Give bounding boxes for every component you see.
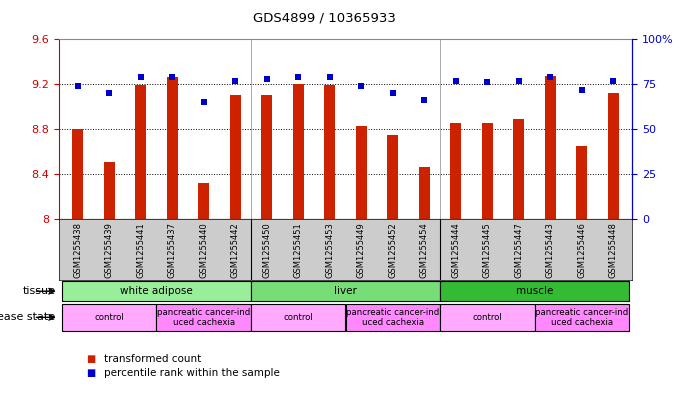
Text: GSM1255446: GSM1255446 <box>578 222 587 278</box>
Point <box>261 76 272 82</box>
Text: transformed count: transformed count <box>104 354 201 364</box>
Text: GSM1255447: GSM1255447 <box>514 222 523 278</box>
Text: GSM1255445: GSM1255445 <box>483 222 492 278</box>
Bar <box>293 84 304 219</box>
Point <box>198 99 209 105</box>
Point <box>513 77 524 84</box>
Text: muscle: muscle <box>516 286 553 296</box>
Text: GSM1255453: GSM1255453 <box>325 222 334 278</box>
Bar <box>535 304 629 331</box>
Bar <box>198 183 209 219</box>
Bar <box>135 85 146 219</box>
Bar <box>261 95 272 219</box>
Bar <box>608 93 619 219</box>
Text: ■: ■ <box>86 354 95 364</box>
Point <box>482 79 493 86</box>
Text: GSM1255441: GSM1255441 <box>136 222 145 278</box>
Text: GSM1255437: GSM1255437 <box>168 222 177 278</box>
Point <box>387 90 398 96</box>
Text: GSM1255438: GSM1255438 <box>73 222 82 278</box>
Bar <box>251 304 346 331</box>
Point <box>104 90 115 96</box>
Bar <box>167 77 178 219</box>
Text: GDS4899 / 10365933: GDS4899 / 10365933 <box>254 12 396 25</box>
Point <box>576 86 587 93</box>
Point <box>451 77 462 84</box>
Text: GSM1255454: GSM1255454 <box>419 222 429 278</box>
Text: tissue: tissue <box>22 286 55 296</box>
Text: liver: liver <box>334 286 357 296</box>
Bar <box>356 126 367 219</box>
Text: control: control <box>94 313 124 322</box>
Text: GSM1255440: GSM1255440 <box>199 222 208 278</box>
Bar <box>62 304 156 331</box>
Point <box>545 74 556 80</box>
Point <box>356 83 367 89</box>
Point <box>608 77 619 84</box>
Point <box>135 74 146 80</box>
Bar <box>576 146 587 219</box>
Text: pancreatic cancer-ind
uced cachexia: pancreatic cancer-ind uced cachexia <box>536 308 629 327</box>
Bar <box>62 281 251 301</box>
Text: GSM1255442: GSM1255442 <box>231 222 240 278</box>
Point <box>324 74 335 80</box>
Text: GSM1255450: GSM1255450 <box>262 222 272 278</box>
Text: GSM1255443: GSM1255443 <box>546 222 555 278</box>
Point <box>229 77 240 84</box>
Text: percentile rank within the sample: percentile rank within the sample <box>104 368 280 378</box>
Text: ■: ■ <box>86 368 95 378</box>
Bar <box>72 129 83 219</box>
Bar <box>451 123 462 219</box>
Point <box>167 74 178 80</box>
Bar <box>387 135 398 219</box>
Text: GSM1255451: GSM1255451 <box>294 222 303 278</box>
Bar <box>346 304 440 331</box>
Point <box>72 83 83 89</box>
Text: control: control <box>473 313 502 322</box>
Text: white adipose: white adipose <box>120 286 193 296</box>
Text: control: control <box>283 313 313 322</box>
Text: GSM1255444: GSM1255444 <box>451 222 460 278</box>
Text: GSM1255439: GSM1255439 <box>104 222 113 278</box>
Point <box>419 97 430 103</box>
Bar <box>324 85 335 219</box>
Bar <box>513 119 524 219</box>
Text: pancreatic cancer-ind
uced cachexia: pancreatic cancer-ind uced cachexia <box>346 308 439 327</box>
Bar <box>482 123 493 219</box>
Bar <box>440 304 535 331</box>
Text: GSM1255448: GSM1255448 <box>609 222 618 278</box>
Text: GSM1255452: GSM1255452 <box>388 222 397 278</box>
Bar <box>156 304 251 331</box>
Bar <box>440 281 629 301</box>
Bar <box>229 95 240 219</box>
Bar <box>104 162 115 219</box>
Point <box>293 74 304 80</box>
Bar <box>419 167 430 219</box>
Bar <box>251 281 440 301</box>
Bar <box>545 76 556 219</box>
Text: pancreatic cancer-ind
uced cachexia: pancreatic cancer-ind uced cachexia <box>157 308 250 327</box>
Text: GSM1255449: GSM1255449 <box>357 222 366 278</box>
Text: disease state: disease state <box>0 312 55 322</box>
